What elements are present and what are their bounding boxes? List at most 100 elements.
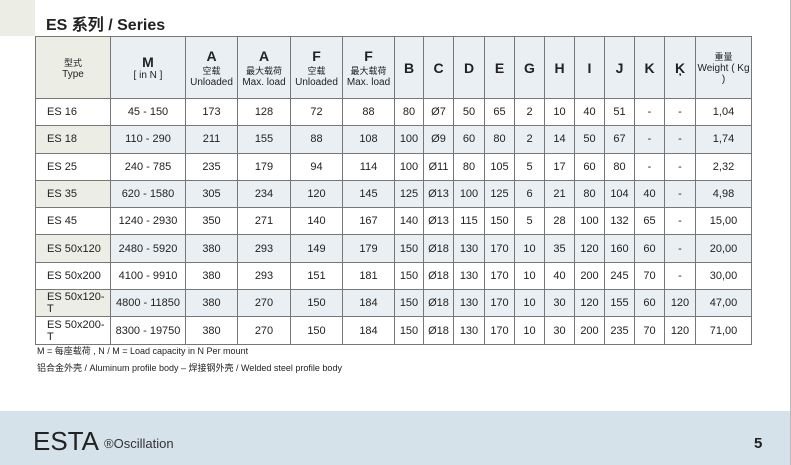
column-header: H [544,36,575,99]
value-cell: 105 [484,152,515,181]
value-cell: 184 [342,289,395,318]
value-cell: 115 [453,207,485,236]
column-header: K [634,36,665,99]
table-row: ES 50x200 4100 - 9910 380 293 151 181 150 Ø18 13… [35,261,752,291]
value-cell: 35 [544,234,575,263]
value-cell: 70 [634,316,665,345]
header-big: A [258,47,270,64]
header-big: J [615,59,624,76]
value-cell: - [664,179,696,209]
value-cell: 240 - 785 [110,152,186,181]
header-big: A [206,47,217,64]
brand-subtitle: ®Oscillation [104,436,174,451]
column-header: D [453,36,485,99]
value-cell: 80 [484,125,515,154]
value-cell: 60 [574,152,605,181]
value-cell: 110 - 290 [110,125,186,154]
value-cell: 2480 - 5920 [110,234,186,263]
header-cn: 最大载荷 [245,65,282,76]
value-cell: 150 [290,316,343,345]
value-cell: 200 [574,316,605,345]
value-cell: 65 [634,207,665,236]
value-cell: 70 [634,261,665,291]
value-cell: 270 [237,316,291,345]
value-cell: 167 [342,207,395,236]
value-cell: 30 [544,316,575,345]
type-cell: ES 50x200 [35,261,111,291]
header-big: K [644,59,655,76]
brand-logo: ESTA [33,426,99,456]
table-row: ES 50x120-T 4800 - 11850 380 270 150 184 150 Ø1… [35,289,752,318]
type-cell: ES 35 [35,179,111,209]
value-cell: 155 [604,289,635,318]
value-cell: 30,00 [695,261,752,291]
value-cell: 28 [544,207,575,236]
value-cell: 60 [634,234,665,263]
value-cell: 100 [453,179,485,209]
value-cell: 132 [604,207,635,236]
value-cell: 20,00 [695,234,752,263]
value-cell: 173 [185,97,238,127]
note-load: M = 每座载荷 , N / M = Load capacity in N Pe… [37,346,249,356]
value-cell: 80 [574,179,605,209]
value-cell: - [634,125,665,154]
value-cell: 140 [290,207,343,236]
value-cell: 40 [574,97,605,127]
value-cell: 40 [544,261,575,291]
value-cell: 120 [664,289,696,318]
column-header: M[ in N ] [110,36,186,99]
value-cell: 88 [290,125,343,154]
value-cell: 10 [514,289,545,318]
value-cell: Ø13 [423,179,454,209]
table-row: ES 16 45 - 150 173 128 72 88 80 Ø7 50 65 2 10 40 51- -… [35,97,752,127]
value-cell: 305 [185,179,238,209]
value-cell: 65 [484,97,515,127]
value-cell: 4800 - 11850 [110,289,186,318]
value-cell: 120 [574,289,605,318]
header-en: Type [62,68,84,80]
table-row: ES 18 110 - 290 211 155 88 108 100 Ø9 60 80 2 14 50 6… [35,125,752,154]
value-cell: 6 [514,179,545,209]
value-cell: 150 [484,207,515,236]
value-cell: 88 [342,97,395,127]
value-cell: 100 [394,152,424,181]
value-cell: Ø18 [423,316,454,345]
value-cell: 125 [484,179,515,209]
corner-band [0,0,35,36]
column-header: F 空载 Unloaded [290,36,343,99]
value-cell: 155 [237,125,291,154]
header-en: Unloaded [190,76,233,88]
value-cell: 130 [453,261,485,291]
value-cell: 179 [342,234,395,263]
column-header: E [484,36,515,99]
value-cell: 45 - 150 [110,97,186,127]
table-row: ES 25 240 - 785 235 179 94 114 100 Ø11 80 105 5 17 6… [35,152,752,181]
type-cell: ES 50x120-T [35,289,111,318]
column-header: A 最大载荷 Max. load [237,36,291,99]
value-cell: 100 [394,125,424,154]
value-cell: 80 [453,152,485,181]
value-cell: 145 [342,179,395,209]
type-cell: ES 50x120 [35,234,111,263]
table-row: ES 50x120 2480 - 5920 380 293 149 179 150 Ø18 13… [35,234,752,263]
value-cell: 80 [394,97,424,127]
value-cell: Ø18 [423,289,454,318]
value-cell: 50 [574,125,605,154]
value-cell: 30 [544,289,575,318]
header-big: G [524,59,535,76]
type-cell: ES 25 [35,152,111,181]
header-en: Weight ( Kg ) [697,63,750,85]
value-cell: 40 [634,179,665,209]
header-en: Max. load [346,76,391,88]
value-cell: 47,00 [695,289,752,318]
value-cell: 380 [185,316,238,345]
value-cell: 271 [237,207,291,236]
value-cell: 5 [514,207,545,236]
page-title: ES 系列 / Series [46,17,166,34]
value-cell: 128 [237,97,291,127]
value-cell: 200 [574,261,605,291]
value-cell: 21 [544,179,575,209]
value-cell: - [664,125,696,154]
footer-band [0,411,790,465]
column-header: 重量 Weight ( Kg ) [695,36,752,99]
